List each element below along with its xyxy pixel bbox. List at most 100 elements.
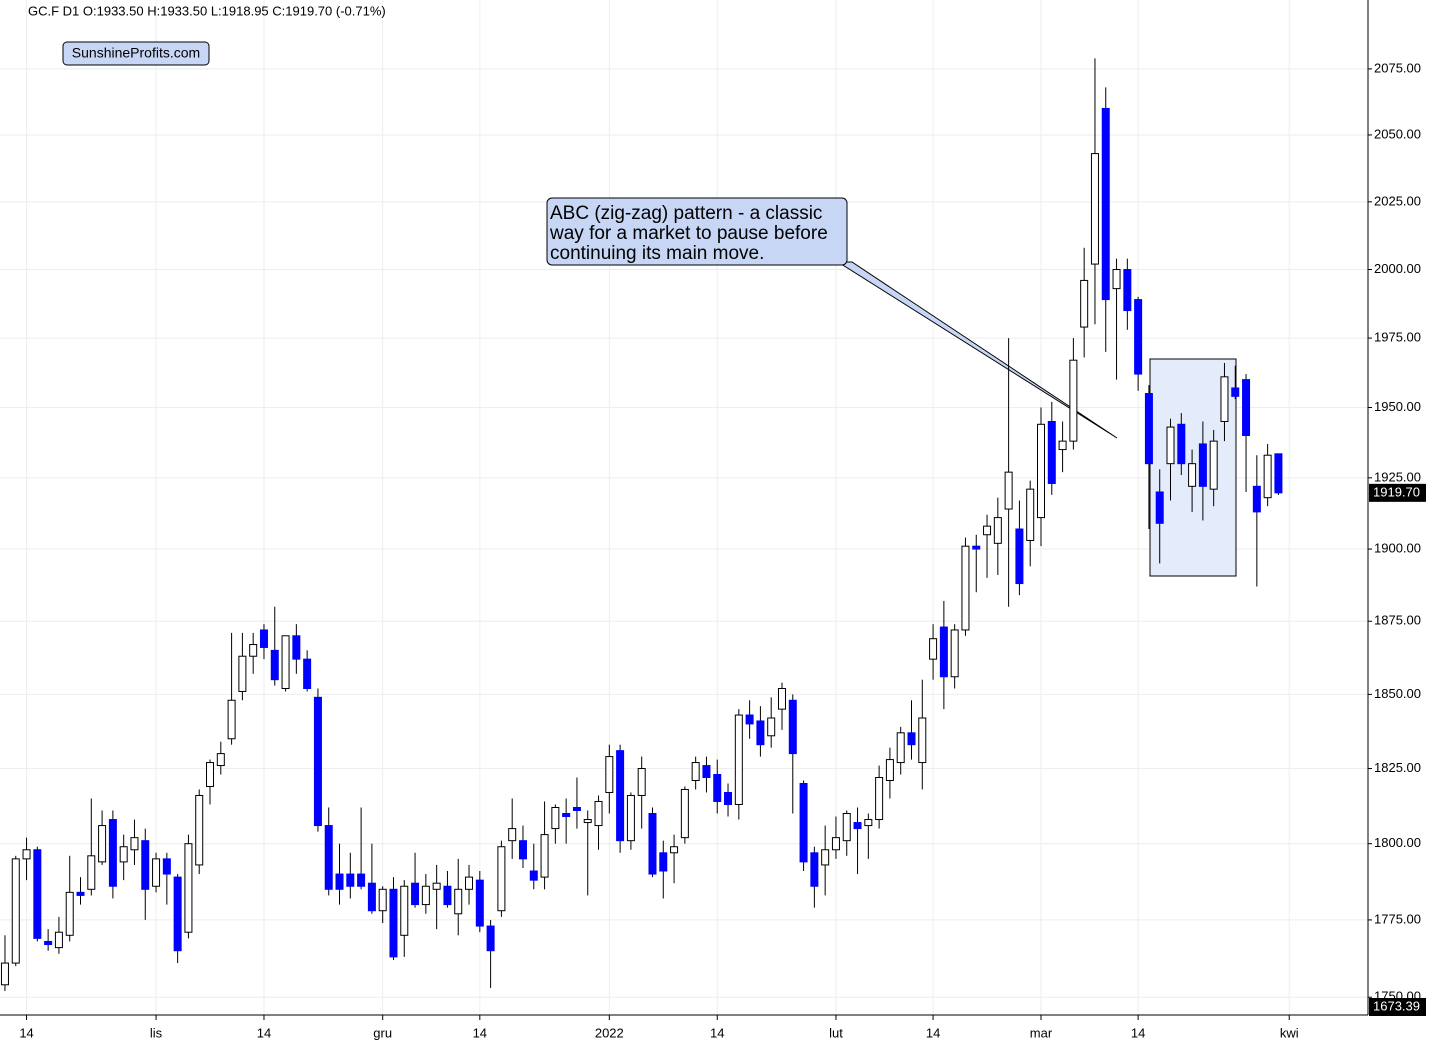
candle-body [788, 699, 797, 755]
x-tick-label: 14 [1131, 1025, 1145, 1040]
candle-body [1263, 454, 1272, 499]
candle-body [734, 714, 743, 805]
candle-body [475, 879, 484, 927]
candle-body [1188, 463, 1197, 487]
y-tick-label: 1975.00 [1374, 330, 1421, 345]
candle-body [206, 762, 215, 787]
candle-body [518, 840, 527, 860]
candle-body [810, 852, 819, 887]
candle-body [184, 843, 193, 933]
candle-body [583, 819, 592, 824]
candle-body [529, 870, 538, 881]
candle-body [465, 876, 474, 890]
candle-body [929, 638, 938, 660]
y-tick-label: 2025.00 [1374, 193, 1421, 208]
candle-body [1144, 393, 1153, 465]
candle-body [54, 931, 63, 949]
x-tick-label: 2022 [595, 1025, 624, 1040]
y-tick-label: 2075.00 [1374, 60, 1421, 75]
candle-body [454, 888, 463, 915]
candle-body [972, 545, 981, 550]
y-tick-label: 2050.00 [1374, 126, 1421, 141]
candle-body [572, 806, 581, 811]
candle-body [508, 828, 517, 842]
candle-body [1134, 299, 1143, 375]
candle-body [108, 819, 117, 887]
candle-body [65, 891, 74, 936]
callout-line: ABC (zig-zag) pattern - a classic [550, 203, 822, 224]
candle-body [907, 732, 916, 746]
candle-body [411, 882, 420, 906]
candle-body [497, 846, 506, 912]
candle-body [357, 873, 366, 887]
y-tick-label: 1800.00 [1374, 835, 1421, 850]
candle-body [270, 649, 279, 681]
candle-body [324, 825, 333, 890]
candle-body [691, 762, 700, 781]
candle-body [421, 885, 430, 906]
candle-body [637, 768, 646, 796]
candle-body [724, 791, 733, 805]
y-tick-label: 1950.00 [1374, 399, 1421, 414]
candle-body [1209, 440, 1218, 490]
candle-body [1123, 269, 1132, 312]
candle-body [1155, 491, 1164, 524]
candle-body [378, 888, 387, 912]
price-tag: 1673.39 [1373, 998, 1420, 1013]
x-tick-label: 14 [926, 1025, 940, 1040]
callout-box [546, 197, 848, 266]
grid-layer [0, 0, 1368, 1015]
candle-body [1220, 376, 1229, 422]
candle-body [98, 825, 107, 863]
candle-body [432, 882, 441, 890]
candle-body [756, 720, 765, 746]
candle-body [918, 717, 927, 764]
x-tick-label: 14 [19, 1025, 33, 1040]
candle-body [130, 837, 139, 851]
candle-body [87, 855, 96, 890]
candle-body [486, 925, 495, 952]
candle-body [767, 717, 776, 737]
candle-body [1080, 279, 1089, 328]
x-tick-label: lis [150, 1025, 163, 1040]
candle-body [335, 873, 344, 890]
x-tick-label: 14 [473, 1025, 487, 1040]
candle-body [1047, 420, 1056, 484]
watermark: SunshineProfits.com [72, 45, 200, 61]
candle-body [400, 885, 409, 936]
x-tick-label: 14 [257, 1025, 271, 1040]
candle-body [22, 849, 31, 860]
candle-body [1090, 153, 1099, 265]
candle-body [76, 891, 85, 896]
candle-body [195, 794, 204, 866]
y-tick-label: 1850.00 [1374, 686, 1421, 701]
candle-body [821, 849, 830, 866]
candle-body [1112, 269, 1121, 290]
candle-body [659, 852, 668, 872]
y-tick-label: 1925.00 [1374, 469, 1421, 484]
candle-body [648, 813, 657, 875]
candle-body [540, 834, 549, 878]
candle-body [1026, 488, 1035, 541]
candle-body [1015, 528, 1024, 585]
candle-body [303, 658, 312, 689]
candle-body [562, 813, 571, 818]
candle-body [1274, 453, 1283, 494]
candle-body [11, 858, 20, 964]
x-tick-label: lut [829, 1025, 843, 1040]
candle-body [551, 806, 560, 830]
candle-body [367, 882, 376, 912]
candle-body [313, 696, 322, 827]
candle-body [605, 756, 614, 793]
y-tick-label: 1775.00 [1374, 911, 1421, 926]
x-tick-label: 14 [710, 1025, 724, 1040]
candle-body [853, 822, 862, 830]
candle-body [670, 846, 679, 854]
candle-body [1004, 471, 1013, 510]
candle-body [745, 714, 754, 725]
candle-body [44, 940, 53, 946]
candle-body [249, 644, 258, 657]
candle-body [713, 774, 722, 802]
candle-body [238, 655, 247, 692]
